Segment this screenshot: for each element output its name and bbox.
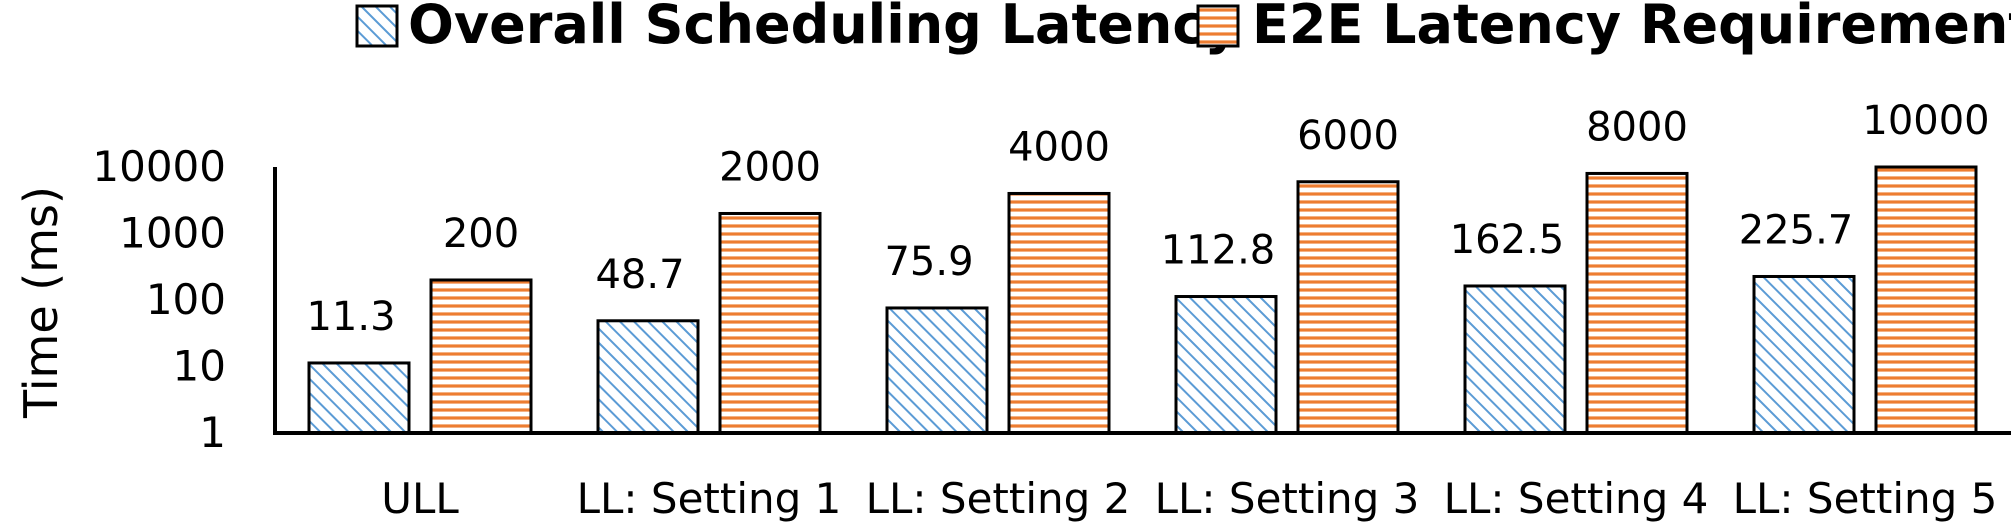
bars xyxy=(307,165,1978,435)
data-label-scheduling: 11.3 xyxy=(306,294,395,340)
data-label-e2e: 10000 xyxy=(1862,98,1989,144)
y-tick-label: 1 xyxy=(199,408,226,457)
legend-swatch-e2e xyxy=(1196,4,1240,48)
legend: Overall Scheduling Latency E2E Latency R… xyxy=(355,0,2011,56)
data-label-scheduling: 112.8 xyxy=(1161,228,1276,274)
bar-scheduling xyxy=(307,361,411,435)
y-axis-title: Time (ms) xyxy=(14,186,68,419)
category-labels: ULL LL: Setting 1 LL: Setting 2 LL: Setting… xyxy=(381,474,1997,523)
legend-label-scheduling: Overall Scheduling Latency xyxy=(408,0,1240,56)
data-label-e2e: 2000 xyxy=(719,144,821,190)
legend-item-scheduling: Overall Scheduling Latency xyxy=(355,0,1240,56)
category-label: ULL xyxy=(381,474,459,523)
data-label-scheduling: 48.7 xyxy=(595,252,684,298)
y-tick-label: 10 xyxy=(173,342,226,391)
data-label-scheduling: 162.5 xyxy=(1450,217,1565,263)
legend-swatch-scheduling xyxy=(355,4,399,48)
legend-label-e2e: E2E Latency Requirement xyxy=(1252,0,2011,56)
category-label: LL: Setting 5 xyxy=(1733,474,1998,523)
bar-e2e xyxy=(429,278,533,435)
bar-scheduling xyxy=(1463,284,1567,435)
bar-scheduling xyxy=(885,306,989,435)
bar-e2e xyxy=(1874,165,1978,435)
data-label-e2e: 200 xyxy=(443,211,519,257)
data-label-scheduling: 75.9 xyxy=(884,239,973,285)
category-label: LL: Setting 2 xyxy=(866,474,1131,523)
category-label: LL: Setting 3 xyxy=(1155,474,1420,523)
bar-scheduling xyxy=(1174,295,1278,435)
bar-e2e xyxy=(1585,171,1689,435)
data-label-e2e: 6000 xyxy=(1297,113,1399,159)
data-label-scheduling: 225.7 xyxy=(1739,207,1854,253)
bar-scheduling xyxy=(596,319,700,435)
legend-item-e2e: E2E Latency Requirement xyxy=(1196,0,2011,56)
bar-e2e xyxy=(718,211,822,435)
y-tick-label: 100 xyxy=(146,275,226,324)
y-axis-ticks: 1 10 100 1000 10000 xyxy=(92,142,226,457)
data-labels: 11.3 200 48.7 2000 75.9 4000 112.8 6000 162.5 800… xyxy=(306,98,1989,340)
data-label-e2e: 4000 xyxy=(1008,124,1110,170)
bar-scheduling xyxy=(1752,274,1856,435)
bar-e2e xyxy=(1007,191,1111,435)
data-label-e2e: 8000 xyxy=(1586,104,1688,150)
category-label: LL: Setting 4 xyxy=(1444,474,1709,523)
category-label: LL: Setting 1 xyxy=(577,474,842,523)
bar-e2e xyxy=(1296,180,1400,435)
y-tick-label: 1000 xyxy=(119,209,226,258)
y-tick-label: 10000 xyxy=(92,142,226,191)
